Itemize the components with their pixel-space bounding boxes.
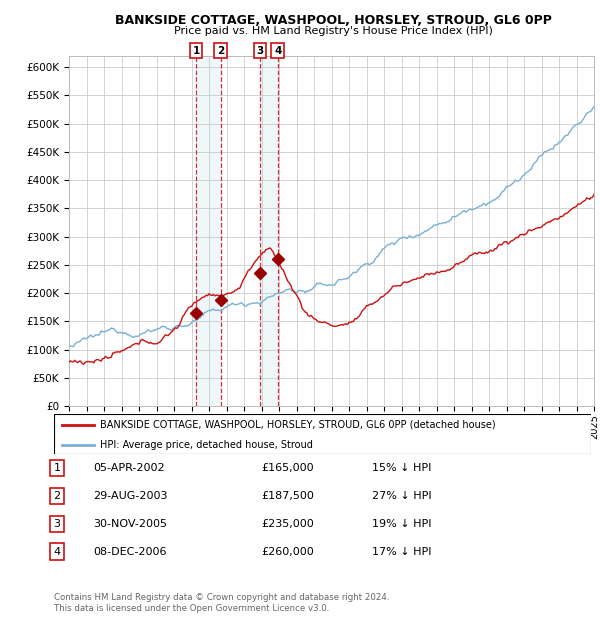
Text: 1: 1 [53,463,61,473]
Text: 3: 3 [53,519,61,529]
Text: Price paid vs. HM Land Registry's House Price Index (HPI): Price paid vs. HM Land Registry's House … [173,26,493,36]
Text: 19% ↓ HPI: 19% ↓ HPI [372,519,431,529]
Text: 29-AUG-2003: 29-AUG-2003 [93,491,167,501]
Text: BANKSIDE COTTAGE, WASHPOOL, HORSLEY, STROUD, GL6 0PP (detached house): BANKSIDE COTTAGE, WASHPOOL, HORSLEY, STR… [100,420,495,430]
Text: £260,000: £260,000 [261,547,314,557]
Text: HPI: Average price, detached house, Stroud: HPI: Average price, detached house, Stro… [100,440,313,450]
Text: 2: 2 [217,46,224,56]
Text: 2: 2 [53,491,61,501]
Text: 15% ↓ HPI: 15% ↓ HPI [372,463,431,473]
Text: Contains HM Land Registry data © Crown copyright and database right 2024.
This d: Contains HM Land Registry data © Crown c… [54,593,389,613]
Text: 4: 4 [53,547,61,557]
Text: £165,000: £165,000 [261,463,314,473]
Text: 3: 3 [256,46,264,56]
Text: 05-APR-2002: 05-APR-2002 [93,463,164,473]
Text: 30-NOV-2005: 30-NOV-2005 [93,519,167,529]
Text: 4: 4 [274,46,281,56]
Text: £235,000: £235,000 [261,519,314,529]
Text: 17% ↓ HPI: 17% ↓ HPI [372,547,431,557]
Text: 1: 1 [193,46,200,56]
Text: 27% ↓ HPI: 27% ↓ HPI [372,491,431,501]
Bar [196,56,221,406]
Text: £187,500: £187,500 [261,491,314,501]
Text: BANKSIDE COTTAGE, WASHPOOL, HORSLEY, STROUD, GL6 0PP: BANKSIDE COTTAGE, WASHPOOL, HORSLEY, STR… [115,14,551,27]
Bar [260,56,278,406]
Text: 08-DEC-2006: 08-DEC-2006 [93,547,167,557]
